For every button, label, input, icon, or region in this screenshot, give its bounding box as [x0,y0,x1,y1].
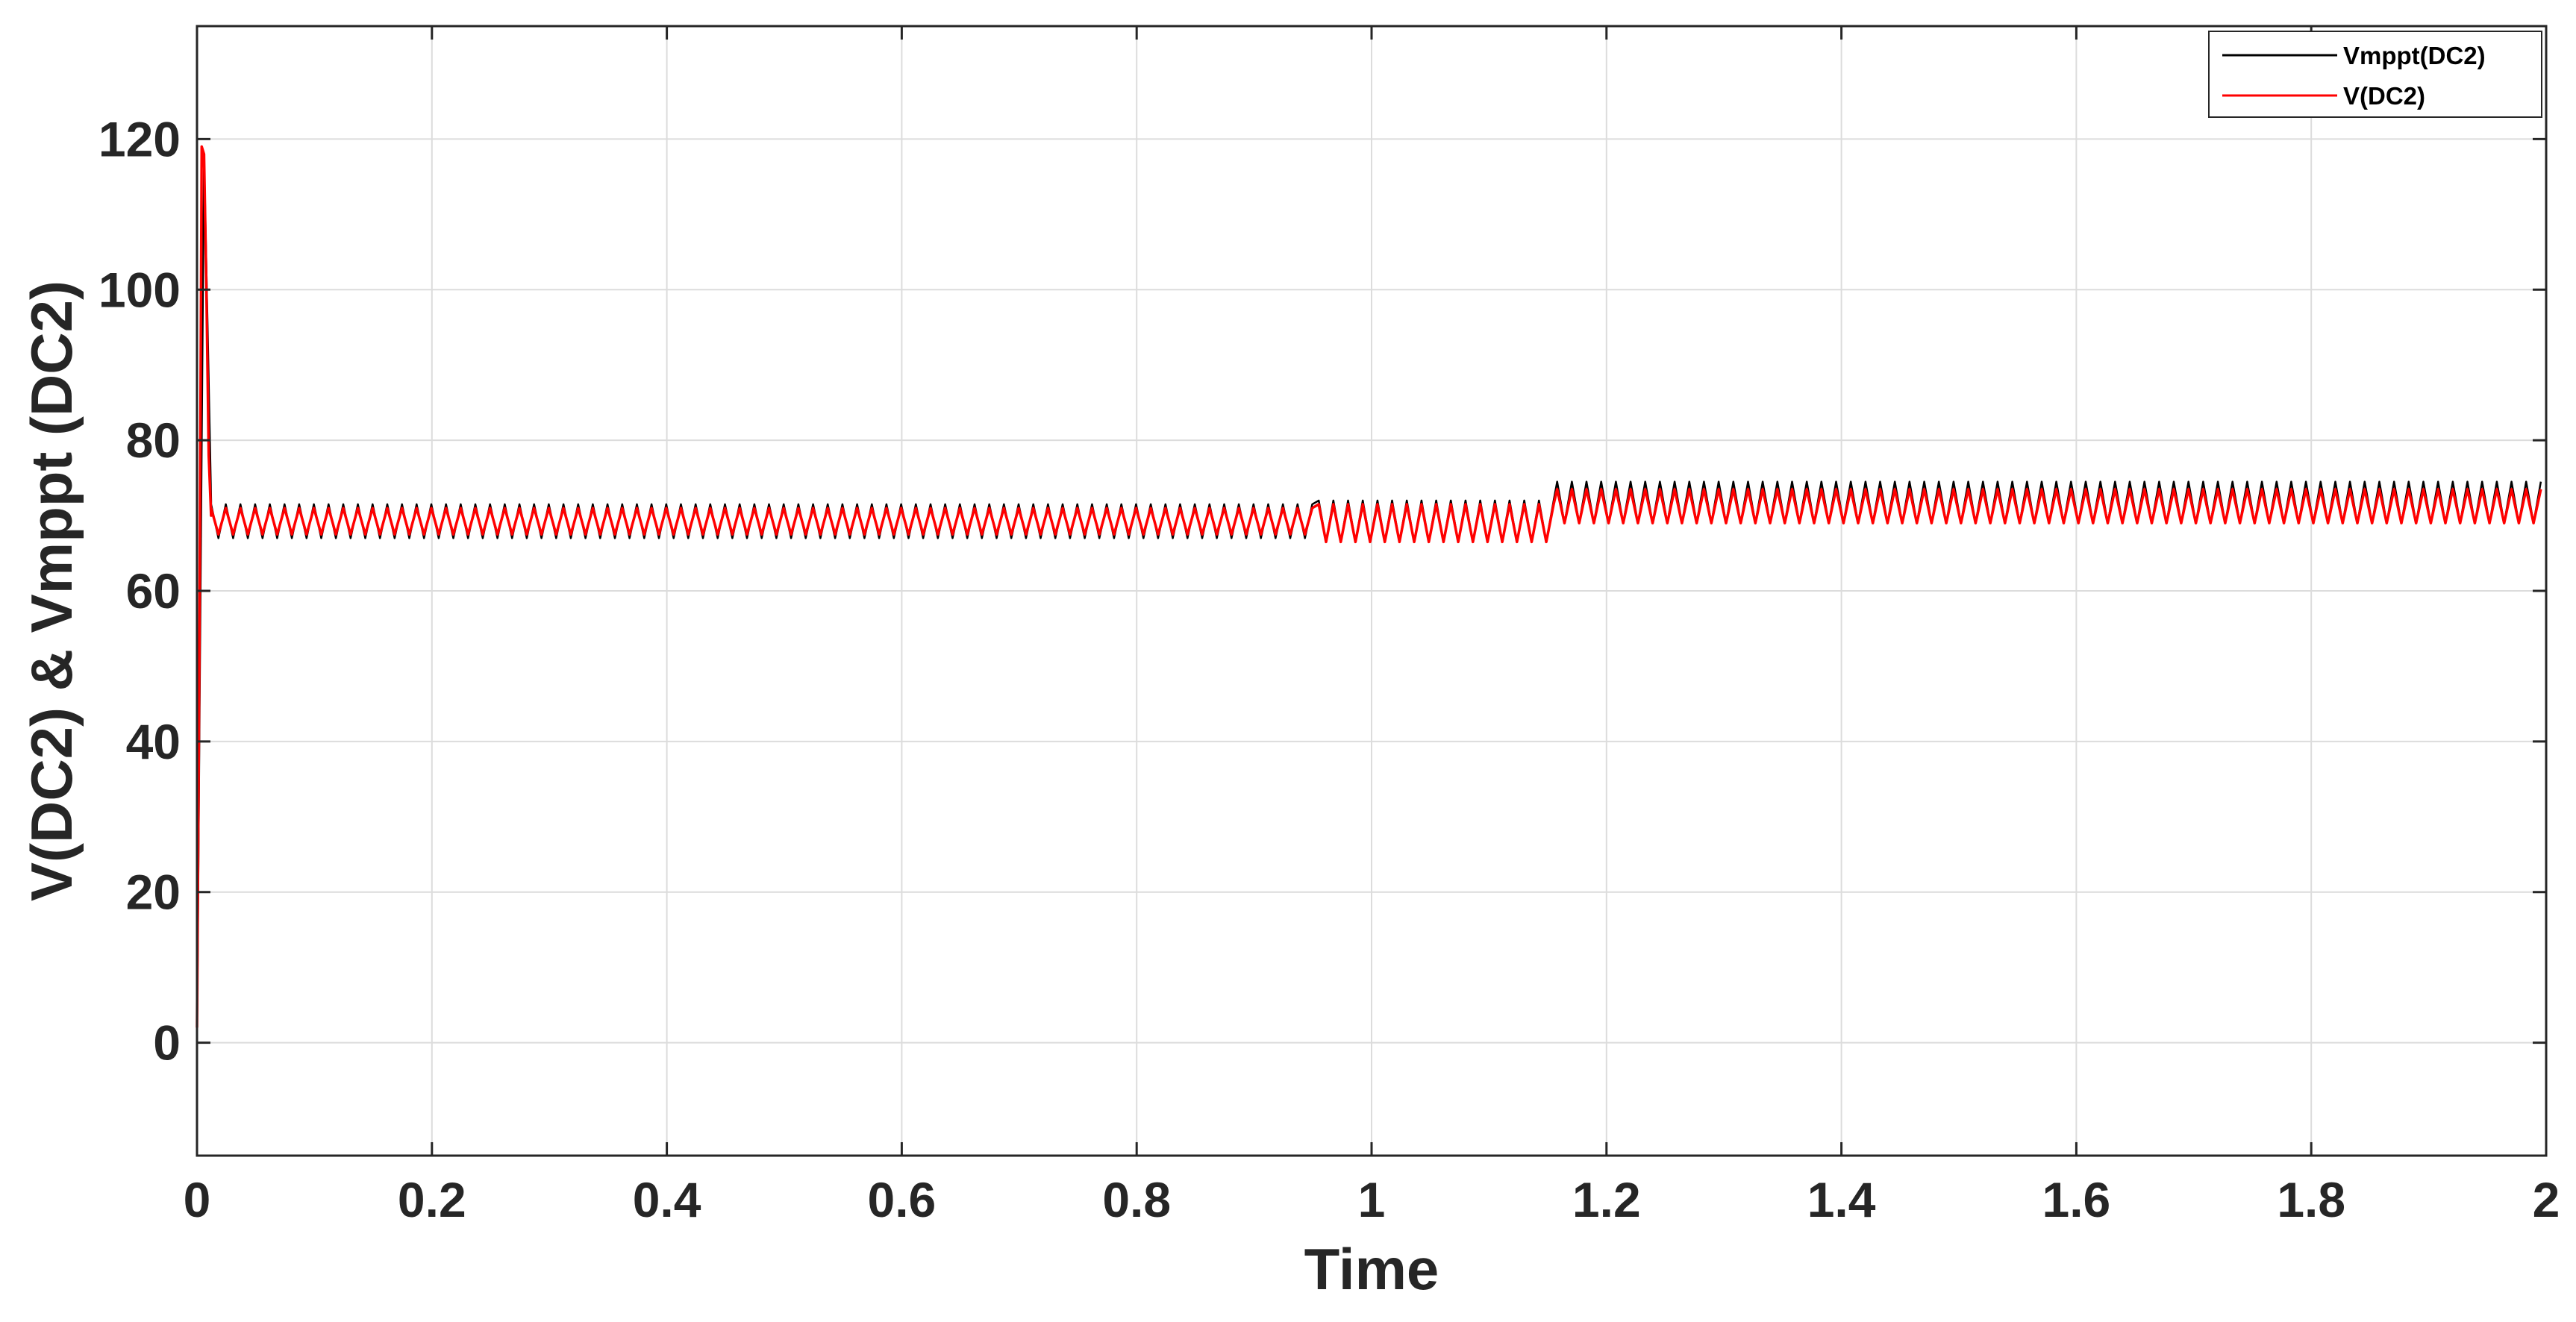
y-tick-label: 120 [99,111,181,166]
x-tick-label: 2 [2533,1172,2560,1227]
series-line-v-dc2 [196,145,2542,1028]
x-tick-label: 0.6 [868,1172,937,1227]
series-layer [196,145,2542,1043]
x-tick-label: 0.8 [1102,1172,1171,1227]
x-tick-label: 1.4 [1807,1172,1876,1227]
grid [196,26,2547,1156]
legend-box [2208,31,2542,118]
y-tick-label: 80 [126,413,181,468]
x-tick-label: 1.8 [2277,1172,2345,1227]
x-axis: 0 0.2 0.4 0.6 0.8 1 1.2 1.4 1.6 1.8 2 [184,26,2560,1227]
y-tick-label: 60 [126,563,181,618]
y-tick-label: 20 [126,865,181,920]
x-tick-label: 0.4 [633,1172,701,1227]
legend: Vmppt(DC2) V(DC2) [2208,31,2542,118]
y-tick-label: 40 [126,714,181,769]
y-tick-label: 100 [99,262,181,317]
x-tick-label: 1 [1358,1172,1386,1227]
y-axis: 0 20 40 60 80 100 120 [99,111,2546,1071]
x-tick-label: 1.2 [1572,1172,1641,1227]
y-axis-title: V(DC2) & Vmppt (DC2) [19,281,84,901]
legend-label-vmppt: Vmppt(DC2) [2343,42,2486,69]
x-tick-label: 0 [184,1172,211,1227]
x-tick-label: 1.6 [2042,1172,2111,1227]
x-axis-title: Time [1304,1236,1439,1302]
x-tick-label: 0.2 [398,1172,466,1227]
legend-label-vdc2: V(DC2) [2343,82,2425,110]
y-tick-label: 0 [153,1015,181,1071]
